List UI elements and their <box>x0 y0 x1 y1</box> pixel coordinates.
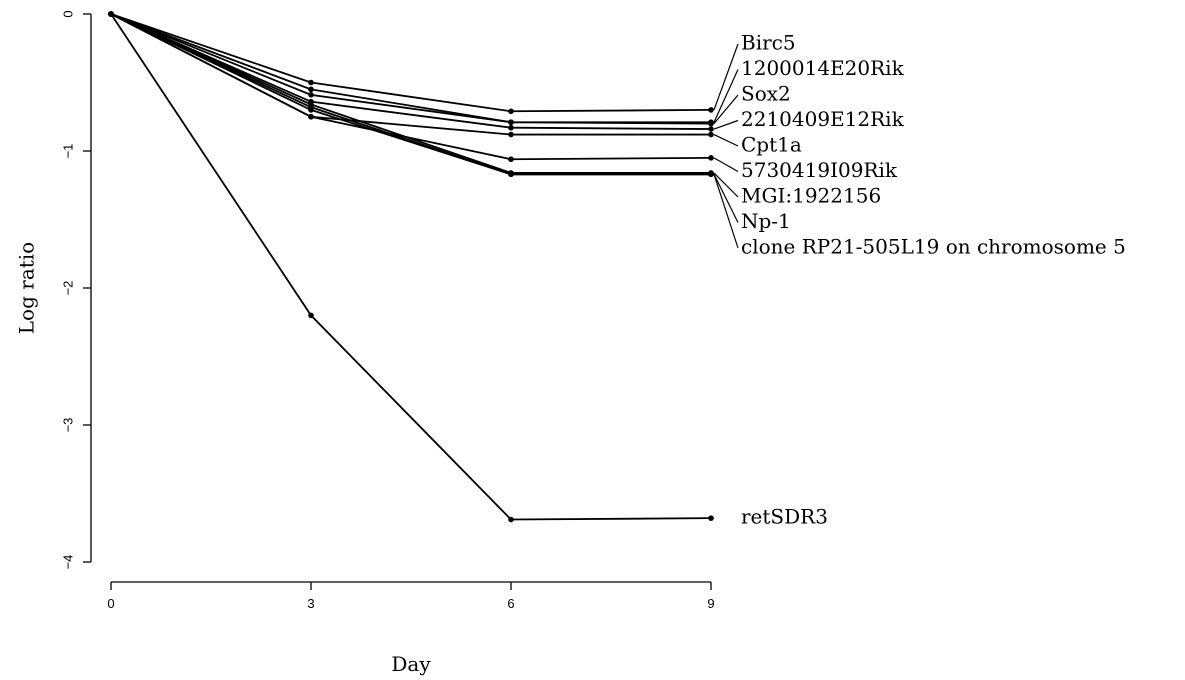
label-leader-line <box>713 174 739 249</box>
series-line <box>110 13 711 176</box>
data-point <box>508 516 514 523</box>
label-leader-line <box>713 157 739 173</box>
x-tick-label: 6 <box>507 596 514 611</box>
series-label: Cpt1a <box>741 133 802 157</box>
series-line <box>110 13 712 113</box>
label-leader-line <box>713 172 739 198</box>
series-line <box>110 13 711 124</box>
axes: 0 −1 −2 −3 −4 0 3 6 9 <box>60 10 714 611</box>
y-tick-label: −4 <box>60 555 75 570</box>
series-line <box>110 13 711 136</box>
x-tick-label: 0 <box>107 596 114 611</box>
series-label: Birc5 <box>741 31 796 55</box>
label-leader-line <box>713 134 739 147</box>
y-tick-label: −2 <box>60 281 75 296</box>
data-point <box>308 86 314 93</box>
data-point <box>508 124 514 131</box>
data-point <box>108 11 114 17</box>
data-point <box>508 156 514 163</box>
y-tick-label: −3 <box>60 418 75 433</box>
series-label: retSDR3 <box>741 505 828 529</box>
y-tick-label: 0 <box>60 10 75 17</box>
series-label: 5730419I09Rik <box>741 158 898 182</box>
y-tick-label: −1 <box>60 144 75 159</box>
series-labels: Birc51200014E20RikSox22210409E12RikCpt1a… <box>741 31 1126 529</box>
series-lines <box>108 11 714 523</box>
data-point <box>308 92 314 98</box>
series-line <box>110 13 712 521</box>
data-point <box>708 155 714 161</box>
x-tick-label: 3 <box>307 596 314 611</box>
series-line <box>110 13 712 130</box>
series-label: 1200014E20Rik <box>741 56 905 80</box>
label-leader-line <box>713 43 739 111</box>
series-label: Np-1 <box>741 209 791 233</box>
label-leader-line <box>713 69 739 123</box>
y-axis-title: Log ratio <box>15 242 39 334</box>
data-point <box>708 126 714 132</box>
data-point <box>308 79 314 86</box>
data-point <box>308 107 314 113</box>
x-axis-ticks: 0 3 6 9 <box>107 582 715 611</box>
data-point <box>708 171 714 178</box>
data-point <box>708 515 714 521</box>
series-label: clone RP21-505L19 on chromosome 5 <box>741 235 1126 259</box>
data-point <box>708 131 714 138</box>
series-line <box>110 13 711 174</box>
data-point <box>308 113 314 120</box>
series-label: 2210409E12Rik <box>741 107 905 131</box>
data-point <box>708 120 714 127</box>
x-axis-title: Day <box>391 652 431 676</box>
x-tick-label: 9 <box>707 596 714 611</box>
series-line <box>110 13 712 125</box>
data-point <box>508 108 514 115</box>
label-leader-lines <box>713 43 739 249</box>
data-point <box>308 312 314 319</box>
y-axis-ticks: 0 −1 −2 −3 −4 <box>60 10 91 569</box>
label-leader-line <box>713 94 739 124</box>
data-point <box>508 171 514 178</box>
series-label: MGI:1922156 <box>741 184 881 208</box>
data-point <box>508 119 514 126</box>
label-leader-line <box>713 174 739 223</box>
label-leader-line <box>713 119 739 130</box>
series-label: Sox2 <box>741 82 791 106</box>
series-line <box>110 13 712 161</box>
data-point <box>508 131 514 138</box>
data-point <box>708 107 714 113</box>
